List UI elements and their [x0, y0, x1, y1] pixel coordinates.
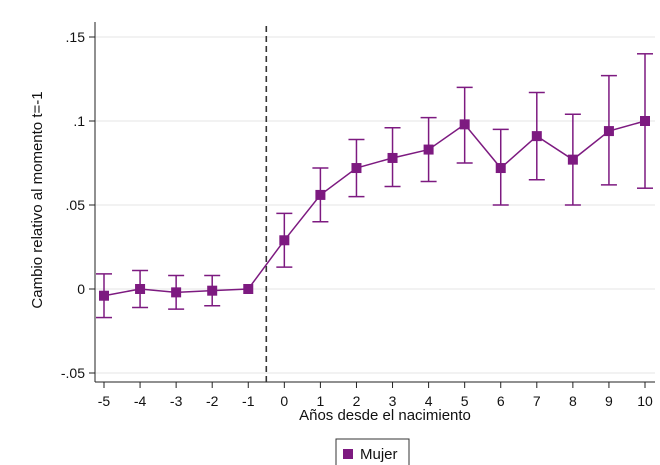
series-group: [96, 53, 653, 319]
data-point-marker: [207, 285, 218, 296]
x-tick-label: 6: [497, 393, 505, 409]
y-axis-title: Cambio relativo al momento t=-1: [29, 91, 46, 308]
data-point-marker: [387, 152, 398, 163]
x-tick-label: 5: [461, 393, 469, 409]
data-point-marker: [99, 290, 109, 301]
x-tick-label: -3: [170, 393, 183, 409]
x-axis-title: Años desde el nacimiento: [299, 407, 471, 424]
y-tick-label: .1: [73, 113, 85, 129]
axes: .15 .1 .05 0 -.05 -5 -4 -3 -2 -1 0 1 2 3 4 5 6 7 8 9 10: [61, 22, 655, 409]
y-tick-label: -.05: [61, 365, 85, 381]
data-point-marker: [351, 163, 362, 174]
data-point-marker: [459, 119, 470, 130]
x-tick-label: 9: [605, 393, 613, 409]
data-point-marker: [135, 284, 146, 294]
x-tick-label: 10: [637, 393, 653, 409]
grid-lines: [95, 36, 655, 374]
data-point-marker: [531, 131, 542, 142]
y-tick-label: .15: [66, 29, 86, 45]
x-tick-label: 0: [280, 393, 288, 409]
x-tick-label: 1: [317, 393, 325, 409]
legend: Mujer: [335, 438, 410, 465]
x-tick-label: 3: [389, 393, 397, 409]
x-tick-label: -4: [134, 393, 147, 409]
data-point-marker: [567, 154, 578, 165]
data-point-marker: [243, 284, 254, 294]
series-line: [103, 120, 646, 297]
y-tick-label: 0: [77, 281, 85, 297]
x-tick-label: -5: [98, 393, 111, 409]
data-point-marker: [640, 116, 650, 126]
x-tick-label: 4: [425, 393, 433, 409]
data-point-marker: [423, 144, 434, 155]
data-point-marker: [279, 235, 290, 246]
data-point-marker: [603, 126, 614, 137]
legend-label: Mujer: [360, 446, 398, 463]
x-tick-label: 7: [533, 393, 541, 409]
x-tick-label: -2: [206, 393, 219, 409]
data-point-marker: [171, 287, 182, 298]
data-point-marker: [495, 163, 506, 174]
y-tick-label: .05: [66, 197, 86, 213]
x-tick-label: -1: [242, 393, 255, 409]
legend-marker-square: [343, 449, 353, 459]
data-point-marker: [315, 189, 326, 200]
x-tick-label: 2: [353, 393, 361, 409]
x-tick-label: 8: [569, 393, 577, 409]
